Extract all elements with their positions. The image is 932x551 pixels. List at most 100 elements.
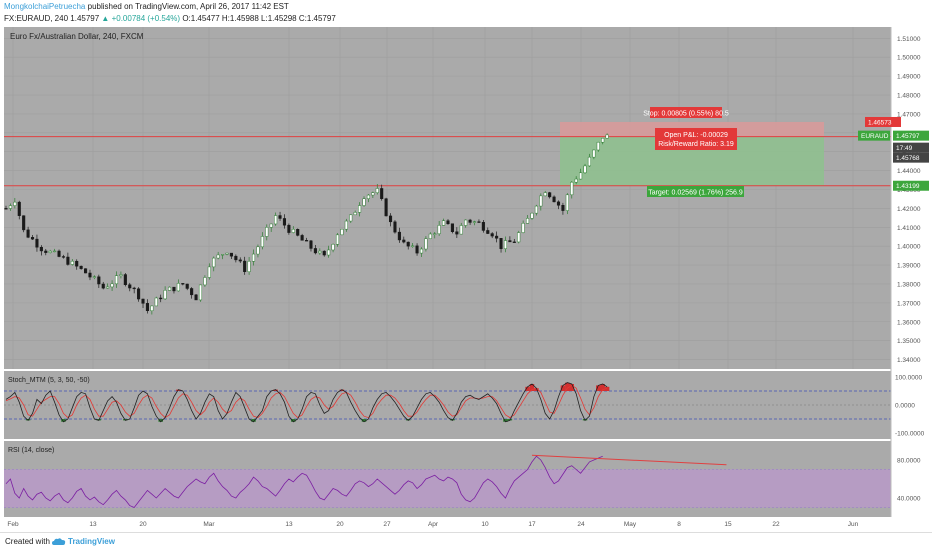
candle-body xyxy=(579,172,583,180)
candle-body xyxy=(322,250,326,256)
time-label: 17 xyxy=(528,521,536,528)
candle-body xyxy=(353,212,357,216)
candle-body xyxy=(561,205,565,211)
candle-body xyxy=(534,205,538,214)
price-tick: 1.49000 xyxy=(897,74,921,81)
chart-area[interactable]: Euro Fx/Australian Dollar, 240, FXCM Sto… xyxy=(0,27,932,532)
candle-body xyxy=(291,228,295,233)
stoch-slow-line xyxy=(5,384,608,419)
candles xyxy=(4,133,609,315)
candle-body xyxy=(198,284,203,301)
candle-body xyxy=(203,277,207,286)
candle-body xyxy=(446,220,450,224)
candle-body xyxy=(194,294,198,301)
candle-body xyxy=(344,220,348,230)
price-label: 1.46573 xyxy=(868,119,892,126)
created-with: Created with xyxy=(5,537,50,546)
price-panel[interactable] xyxy=(4,27,891,369)
price-label: 1.45768 xyxy=(896,155,920,162)
candle-body xyxy=(517,232,521,243)
candle-body xyxy=(415,245,419,254)
price-label-box xyxy=(893,152,929,163)
price-change: +0.00784 (+0.54%) xyxy=(111,14,181,23)
symbol-name[interactable]: FX:EURAUD, 240 xyxy=(4,14,69,23)
candle-body xyxy=(512,241,516,243)
candle-body xyxy=(13,201,17,206)
candle-body xyxy=(486,230,490,234)
candle-body xyxy=(92,276,96,278)
time-axis[interactable] xyxy=(4,517,891,530)
candle-body xyxy=(172,286,176,292)
open-pl-box xyxy=(655,128,737,150)
candle-body xyxy=(212,257,216,268)
candle-body xyxy=(596,141,600,151)
price-tick: 1.42000 xyxy=(897,206,921,213)
candle-body xyxy=(437,225,441,235)
candle-body xyxy=(402,239,406,243)
candle-body xyxy=(472,221,477,223)
candle-body xyxy=(380,188,384,199)
candle-body xyxy=(141,298,145,304)
candle-body xyxy=(260,236,264,248)
time-label: 13 xyxy=(285,521,293,528)
candle-body xyxy=(145,303,149,312)
stop-label-box xyxy=(650,107,722,118)
candle-body xyxy=(530,212,534,219)
author-link[interactable]: MongkolchaiPetruecha xyxy=(4,2,86,11)
candle-body xyxy=(66,256,70,265)
candle-body xyxy=(388,215,393,223)
candle-body xyxy=(181,283,185,285)
level-lines xyxy=(4,136,891,187)
candle-body xyxy=(167,286,172,291)
candle-body xyxy=(565,194,569,211)
chart-header: MongkolchaiPetruecha published on Tradin… xyxy=(0,0,932,27)
candle-body xyxy=(362,198,366,206)
candle-body xyxy=(221,254,225,256)
candle-body xyxy=(468,219,472,223)
candle-body xyxy=(548,192,552,198)
candle-body xyxy=(26,229,30,238)
candle-body xyxy=(397,231,401,241)
candle-body xyxy=(442,220,446,226)
time-label: 8 xyxy=(677,521,681,528)
candle-body xyxy=(30,237,35,240)
candle-body xyxy=(300,235,304,241)
candle-body xyxy=(490,233,494,237)
rsi-tick: 40.0000 xyxy=(897,496,921,503)
candle-body xyxy=(61,256,66,258)
candle-body xyxy=(39,246,43,252)
candle-body xyxy=(243,260,247,272)
candle-body xyxy=(22,215,26,231)
price-axis[interactable] xyxy=(891,27,932,517)
stoch-tick: -100.0000 xyxy=(895,431,925,438)
candle-body xyxy=(428,233,432,239)
candle-body xyxy=(278,215,282,219)
candle-body xyxy=(411,245,415,247)
candle-body xyxy=(79,265,83,269)
stoch-panel[interactable] xyxy=(4,371,891,439)
candle-body xyxy=(119,274,123,276)
candle-body xyxy=(114,275,119,285)
time-label: 20 xyxy=(336,521,344,528)
stoch-tick: 0.0000 xyxy=(895,403,915,410)
candle-body xyxy=(4,208,8,210)
candle-body xyxy=(340,228,344,236)
candle-body xyxy=(574,178,578,183)
price-tick: 1.34000 xyxy=(897,357,921,364)
candle-body xyxy=(150,305,154,312)
candle-body xyxy=(238,259,242,262)
price-tick: 1.50000 xyxy=(897,55,921,62)
candle-body xyxy=(8,205,12,209)
candle-body xyxy=(176,283,180,292)
stop-label: Stop: 0.00805 (0.55%) 80.5 xyxy=(643,111,729,118)
candle-body xyxy=(282,218,287,226)
tradingview-link[interactable]: TradingView xyxy=(68,537,115,546)
time-label: Feb xyxy=(7,521,19,528)
candle-body xyxy=(508,240,512,243)
target-label-box xyxy=(647,186,744,197)
price-grid xyxy=(4,27,891,369)
price-label-box xyxy=(893,130,929,141)
publish-line: MongkolchaiPetruecha published on Tradin… xyxy=(4,2,289,12)
last-price: 1.45797 xyxy=(70,14,100,23)
candle-body xyxy=(123,274,127,285)
